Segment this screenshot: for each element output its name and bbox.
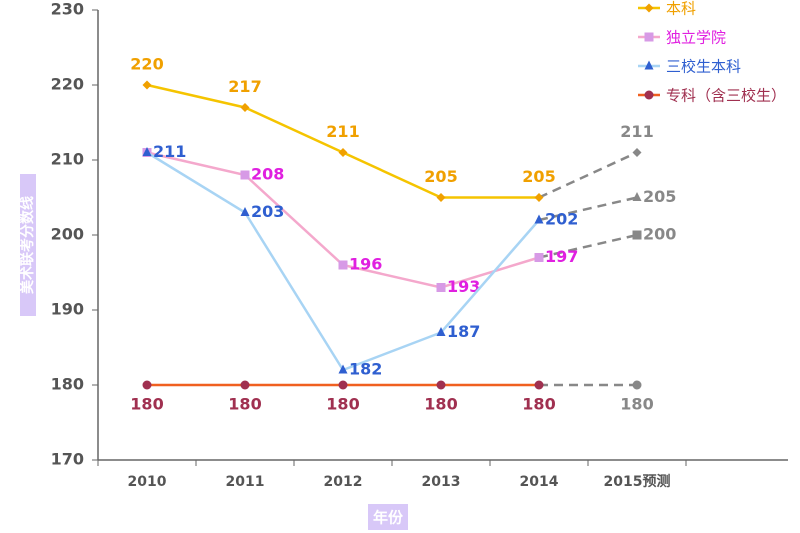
data-label: 180 — [522, 395, 555, 414]
y-tick-label: 210 — [51, 150, 84, 169]
point — [240, 103, 250, 112]
point — [436, 327, 446, 336]
data-label: 180 — [228, 395, 261, 414]
x-tick-label: 2014 — [520, 474, 559, 490]
data-label: 211 — [620, 122, 653, 141]
data-label: 205 — [522, 167, 555, 186]
legend-label: 三校生本科 — [666, 58, 741, 76]
point — [240, 170, 250, 180]
point — [338, 380, 348, 390]
y-tick-label: 170 — [51, 450, 84, 469]
data-label: 180 — [326, 395, 359, 414]
x-label-box — [368, 504, 408, 530]
forecast-line — [538, 196, 638, 222]
point — [436, 193, 446, 202]
point — [436, 283, 446, 292]
x-tick-label: 2012 — [324, 474, 363, 490]
point — [534, 380, 544, 390]
data-label: 180 — [424, 395, 457, 414]
legend-marker — [644, 3, 654, 13]
data-label: 205 — [643, 187, 676, 206]
legend-marker — [644, 90, 654, 100]
data-label: 200 — [643, 225, 676, 244]
point — [338, 260, 348, 270]
data-label: 205 — [424, 167, 457, 186]
data-label: 208 — [251, 165, 284, 184]
y-tick-label: 220 — [51, 75, 84, 94]
data-label: 187 — [447, 322, 480, 341]
data-label: 220 — [130, 55, 163, 74]
data-label: 196 — [349, 255, 382, 274]
x-axis-label: 年份 — [373, 509, 404, 527]
x-tick-label: 2015预测 — [604, 473, 671, 490]
point — [632, 230, 642, 240]
y-tick-label: 200 — [51, 225, 84, 244]
forecast-line — [538, 151, 638, 199]
x-tick-label: 2011 — [226, 474, 265, 490]
data-label: 217 — [228, 77, 261, 96]
point — [534, 214, 544, 224]
y-label-box — [20, 174, 36, 316]
y-axis-label: 美术联考分数线 — [19, 196, 36, 294]
point — [534, 253, 544, 262]
data-label: 197 — [545, 247, 578, 266]
data-label: 211 — [153, 142, 186, 161]
point — [632, 192, 642, 201]
legend-label: 独立学院 — [666, 29, 726, 47]
legend-marker — [644, 32, 654, 42]
legend-label: 本科 — [666, 0, 696, 18]
point — [142, 147, 152, 156]
x-tick-label: 2010 — [128, 474, 167, 490]
x-tick-label: 2013 — [422, 474, 461, 490]
point — [534, 193, 544, 202]
point — [240, 207, 250, 216]
series-line — [146, 83, 539, 199]
forecast-line — [538, 233, 638, 259]
data-label: 180 — [130, 395, 163, 414]
y-tick-label: 190 — [51, 300, 84, 319]
data-label: 203 — [251, 202, 284, 221]
y-tick-label: 180 — [51, 375, 84, 394]
point — [240, 380, 250, 390]
data-label: 180 — [620, 395, 653, 414]
point — [632, 380, 642, 390]
point — [142, 80, 152, 90]
data-label: 182 — [349, 360, 382, 379]
point — [142, 380, 152, 390]
point — [436, 380, 446, 390]
legend-marker — [644, 60, 654, 70]
y-tick-label: 230 — [51, 0, 84, 19]
data-label: 193 — [447, 277, 480, 296]
point — [338, 148, 348, 157]
legend-label: 专科（含三校生） — [666, 87, 786, 105]
data-label: 202 — [545, 210, 578, 229]
data-label: 211 — [326, 122, 359, 141]
point — [632, 148, 642, 157]
point — [338, 364, 348, 374]
